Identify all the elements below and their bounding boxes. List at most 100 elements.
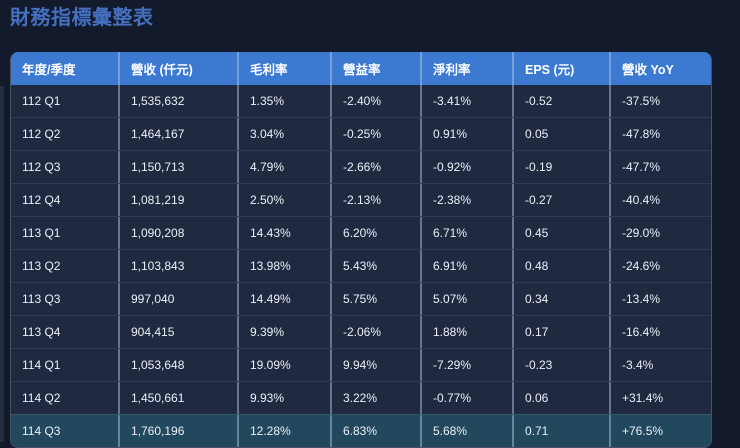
table-row[interactable]: 112 Q1 1,535,632 1.35% -2.40% -3.41% -0.52 -37… bbox=[11, 85, 711, 117]
table-cell: 5.68% bbox=[420, 415, 512, 447]
table-cell: 1,535,632 bbox=[118, 85, 237, 117]
table-cell: -7.29% bbox=[420, 349, 512, 381]
table-cell: -29.0% bbox=[609, 217, 711, 249]
table-cell: -3.4% bbox=[609, 349, 711, 381]
table-cell: 0.06 bbox=[512, 382, 609, 414]
table-cell: 12.28% bbox=[237, 415, 330, 447]
table-cell: 113 Q1 bbox=[22, 226, 61, 240]
column-header-4: 淨利率 bbox=[420, 52, 512, 85]
table-cell: -2.40% bbox=[330, 85, 420, 117]
table-cell: 9.39% bbox=[237, 316, 330, 348]
table-row[interactable]: 113 Q4 904,415 9.39% -2.06% 1.88% 0.17 -16.4% bbox=[11, 315, 711, 348]
table-cell: 5.75% bbox=[330, 283, 420, 315]
table-cell: +31.4% bbox=[609, 382, 711, 414]
table-cell: 0.45 bbox=[512, 217, 609, 249]
table-cell: 112 Q2 bbox=[22, 127, 61, 141]
table-cell: 1,090,208 bbox=[118, 217, 237, 249]
table-cell: 5.43% bbox=[330, 250, 420, 282]
table-row[interactable]: 114 Q2 1,450,661 9.93% 3.22% -0.77% 0.06 +31.4… bbox=[11, 381, 711, 414]
table-cell: 114 Q2 bbox=[22, 391, 61, 405]
table-cell: 6.71% bbox=[420, 217, 512, 249]
table-cell: 14.49% bbox=[237, 283, 330, 315]
table-cell: 0.91% bbox=[420, 118, 512, 150]
table-cell: 6.83% bbox=[330, 415, 420, 447]
table-cell: 0.34 bbox=[512, 283, 609, 315]
table-cell: -0.19 bbox=[512, 151, 609, 183]
table-cell: 904,415 bbox=[118, 316, 237, 348]
table-cell: -0.23 bbox=[512, 349, 609, 381]
table-header-row: 年度/季度 營收 (仟元) 毛利率 營益率 淨利率 EPS (元) 營收 YoY bbox=[11, 52, 711, 85]
column-header-2: 毛利率 bbox=[237, 52, 330, 85]
column-header-1: 營收 (仟元) bbox=[118, 52, 237, 85]
table-cell: 112 Q4 bbox=[22, 193, 61, 207]
table-cell: 113 Q2 bbox=[22, 259, 61, 273]
table-cell: 1.88% bbox=[420, 316, 512, 348]
table-cell: -2.66% bbox=[330, 151, 420, 183]
table-cell: -13.4% bbox=[609, 283, 711, 315]
table-row[interactable]: 114 Q3 1,760,196 12.28% 6.83% 5.68% 0.71 +76.5… bbox=[11, 414, 711, 447]
table-cell: -0.27 bbox=[512, 184, 609, 216]
table-cell: -16.4% bbox=[609, 316, 711, 348]
table-cell: 13.98% bbox=[237, 250, 330, 282]
table-cell: -2.13% bbox=[330, 184, 420, 216]
table-cell: -0.25% bbox=[330, 118, 420, 150]
table-row[interactable]: 112 Q3 1,150,713 4.79% -2.66% -0.92% -0.19 -47… bbox=[11, 150, 711, 183]
column-header-3: 營益率 bbox=[330, 52, 420, 85]
table-cell: -47.7% bbox=[609, 151, 711, 183]
table-cell: -24.6% bbox=[609, 250, 711, 282]
table-cell: 1,053,648 bbox=[118, 349, 237, 381]
table-cell: 19.09% bbox=[237, 349, 330, 381]
table-cell: 9.93% bbox=[237, 382, 330, 414]
table-cell: -47.8% bbox=[609, 118, 711, 150]
table-cell: -3.41% bbox=[420, 85, 512, 117]
table-body: 112 Q1 1,535,632 1.35% -2.40% -3.41% -0.52 -37… bbox=[11, 85, 711, 447]
table-cell: 1,760,196 bbox=[118, 415, 237, 447]
table-cell: 14.43% bbox=[237, 217, 330, 249]
table-cell: -40.4% bbox=[609, 184, 711, 216]
table-cell: -0.92% bbox=[420, 151, 512, 183]
table-row[interactable]: 113 Q1 1,090,208 14.43% 6.20% 6.71% 0.45 -29.0… bbox=[11, 216, 711, 249]
table-cell: 113 Q3 bbox=[22, 292, 61, 306]
table-cell: 1,081,219 bbox=[118, 184, 237, 216]
table-cell: 5.07% bbox=[420, 283, 512, 315]
table-cell: 6.20% bbox=[330, 217, 420, 249]
table-cell: 112 Q3 bbox=[22, 160, 61, 174]
table-cell: 114 Q3 bbox=[22, 424, 61, 438]
page-title: 財務指標彙整表 bbox=[10, 7, 154, 29]
table-cell: 6.91% bbox=[420, 250, 512, 282]
table-cell: 1.35% bbox=[237, 85, 330, 117]
table-cell: -2.38% bbox=[420, 184, 512, 216]
table-cell: +76.5% bbox=[609, 415, 711, 447]
table-cell: 2.50% bbox=[237, 184, 330, 216]
table-row[interactable]: 113 Q2 1,103,843 13.98% 5.43% 6.91% 0.48 -24.6… bbox=[11, 249, 711, 282]
table-cell: 9.94% bbox=[330, 349, 420, 381]
column-header-0: 年度/季度 bbox=[22, 63, 76, 77]
left-edge-strip bbox=[0, 86, 4, 442]
table-cell: 0.71 bbox=[512, 415, 609, 447]
table-cell: 3.04% bbox=[237, 118, 330, 150]
table-cell: -37.5% bbox=[609, 85, 711, 117]
table-cell: 1,150,713 bbox=[118, 151, 237, 183]
table-cell: 1,464,167 bbox=[118, 118, 237, 150]
table-row[interactable]: 112 Q4 1,081,219 2.50% -2.13% -2.38% -0.27 -40… bbox=[11, 183, 711, 216]
table-cell: 0.05 bbox=[512, 118, 609, 150]
table-row[interactable]: 114 Q1 1,053,648 19.09% 9.94% -7.29% -0.23 -3.… bbox=[11, 348, 711, 381]
table-row[interactable]: 112 Q2 1,464,167 3.04% -0.25% 0.91% 0.05 -47.8… bbox=[11, 117, 711, 150]
table-cell: 997,040 bbox=[118, 283, 237, 315]
table-row[interactable]: 113 Q3 997,040 14.49% 5.75% 5.07% 0.34 -13.4% bbox=[11, 282, 711, 315]
table-cell: -2.06% bbox=[330, 316, 420, 348]
table-cell: 112 Q1 bbox=[22, 94, 61, 108]
column-header-5: EPS (元) bbox=[512, 52, 609, 85]
table-cell: 3.22% bbox=[330, 382, 420, 414]
table-cell: -0.77% bbox=[420, 382, 512, 414]
column-header-6: 營收 YoY bbox=[609, 52, 711, 85]
table-cell: 113 Q4 bbox=[22, 325, 61, 339]
table-cell: 4.79% bbox=[237, 151, 330, 183]
table-cell: -0.52 bbox=[512, 85, 609, 117]
table-cell: 1,103,843 bbox=[118, 250, 237, 282]
financial-metrics-table: 年度/季度 營收 (仟元) 毛利率 營益率 淨利率 EPS (元) 營收 YoY 112 Q… bbox=[10, 52, 712, 448]
table-cell: 1,450,661 bbox=[118, 382, 237, 414]
table-cell: 0.17 bbox=[512, 316, 609, 348]
table-cell: 114 Q1 bbox=[22, 358, 61, 372]
table-cell: 0.48 bbox=[512, 250, 609, 282]
